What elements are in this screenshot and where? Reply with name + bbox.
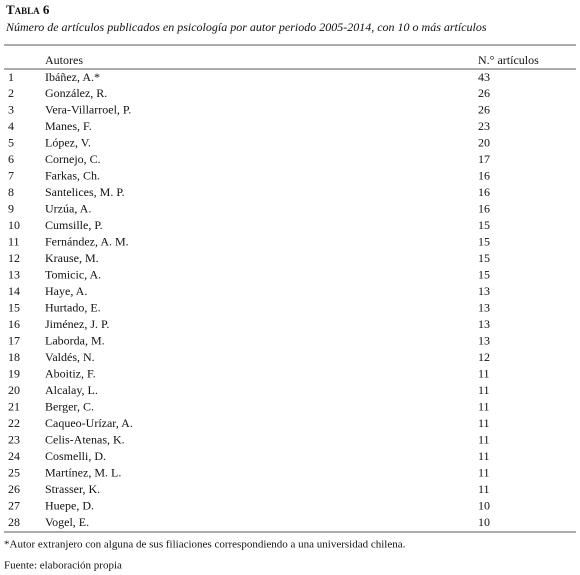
author-name: Aboitiz, F.: [45, 366, 96, 380]
article-count: 26: [478, 86, 490, 100]
article-count: 43: [478, 70, 490, 84]
article-count: 15: [478, 218, 490, 232]
author-name: Santelices, M. P.: [45, 185, 125, 199]
author-name: Manes, F.: [45, 119, 92, 133]
article-count: 13: [478, 333, 490, 347]
author-name: Vera-Villarroel, P.: [45, 103, 131, 117]
row-number: 5: [8, 136, 14, 150]
row-number: 13: [8, 268, 20, 282]
row-number: 27: [8, 498, 20, 512]
author-name: Haye, A.: [45, 284, 87, 298]
row-number: 19: [8, 366, 20, 380]
row-number: 22: [8, 416, 20, 430]
article-count: 16: [478, 202, 490, 216]
row-number: 26: [8, 482, 20, 496]
author-name: Martínez, M. L.: [45, 465, 121, 479]
author-name: Cumsille, P.: [45, 218, 103, 232]
table-body: 1 Ibáñez, A.* 43 2 González, R. 26 3 Vera-Villa…: [8, 70, 490, 529]
author-name: Farkas, Ch.: [45, 169, 100, 183]
article-count: 11: [478, 366, 490, 380]
author-name: Laborda, M.: [45, 333, 105, 347]
row-number: 28: [8, 515, 20, 529]
author-name: Tomicic, A.: [45, 268, 101, 282]
article-count: 10: [478, 515, 490, 529]
author-name: Vogel, E.: [45, 515, 89, 529]
row-number: 17: [8, 333, 20, 347]
row-number: 10: [8, 218, 20, 232]
row-number: 11: [8, 235, 20, 249]
article-count: 13: [478, 317, 490, 331]
article-count: 16: [478, 185, 490, 199]
row-number: 20: [8, 383, 20, 397]
article-count: 13: [478, 284, 490, 298]
article-count: 16: [478, 169, 490, 183]
row-number: 16: [8, 317, 20, 331]
column-header: Autores: [45, 53, 83, 67]
author-name: González, R.: [45, 86, 107, 100]
author-name: Cornejo, C.: [45, 152, 101, 166]
article-count: 23: [478, 119, 490, 133]
article-count: 17: [478, 152, 490, 166]
author-name: Fernández, A. M.: [45, 235, 129, 249]
author-name: López, V.: [45, 136, 91, 150]
author-name: Strasser, K.: [45, 482, 100, 496]
article-count: 11: [478, 449, 490, 463]
article-count: 11: [478, 399, 490, 413]
author-name: Jiménez, J. P.: [45, 317, 109, 331]
article-count: 11: [478, 416, 490, 430]
row-number: 1: [8, 70, 14, 84]
article-count: 26: [478, 103, 490, 117]
row-number: 8: [8, 185, 14, 199]
author-name: Caqueo-Urízar, A.: [45, 416, 133, 430]
author-name: Huepe, D.: [45, 498, 94, 512]
author-name: Ibáñez, A.*: [45, 70, 100, 84]
article-count: 10: [478, 498, 490, 512]
row-number: 4: [8, 119, 14, 133]
row-number: 9: [8, 202, 14, 216]
author-name: Urzúa, A.: [45, 202, 91, 216]
author-name: Cosmelli, D.: [45, 449, 106, 463]
row-number: 7: [8, 169, 14, 183]
article-count: 12: [478, 350, 490, 364]
author-name: Berger, C.: [45, 399, 94, 413]
source-note: Fuente: elaboración propia: [4, 560, 122, 572]
row-number: 3: [8, 103, 14, 117]
author-name: Valdés, N.: [45, 350, 95, 364]
row-number: 23: [8, 432, 20, 446]
author-name: Alcalay, L.: [45, 383, 98, 397]
row-number: 6: [8, 152, 14, 166]
article-count: 11: [478, 465, 490, 479]
row-number: 25: [8, 465, 20, 479]
article-count: 13: [478, 300, 490, 314]
row-number: 12: [8, 251, 20, 265]
row-number: 14: [8, 284, 20, 298]
row-number: 24: [8, 449, 20, 463]
author-name: Krause, M.: [45, 251, 99, 265]
author-name: Hurtado, E.: [45, 300, 101, 314]
row-number: 18: [8, 350, 20, 364]
article-count: 11: [478, 383, 490, 397]
article-count: 15: [478, 235, 490, 249]
row-number: 2: [8, 86, 14, 100]
table-title: Tabla 6: [6, 2, 50, 17]
article-count: 20: [478, 136, 490, 150]
column-header: N.° artículos: [478, 53, 539, 67]
article-count: 11: [478, 482, 490, 496]
article-count: 11: [478, 432, 490, 446]
article-count: 15: [478, 251, 490, 265]
row-number: 15: [8, 300, 20, 314]
row-number: 21: [8, 399, 20, 413]
footnote: *Autor extranjero con alguna de sus fili…: [4, 539, 406, 551]
table-subtitle: Número de artículos publicados en psicol…: [5, 20, 487, 34]
author-name: Celis-Atenas, K.: [45, 432, 125, 446]
article-count: 15: [478, 268, 490, 282]
